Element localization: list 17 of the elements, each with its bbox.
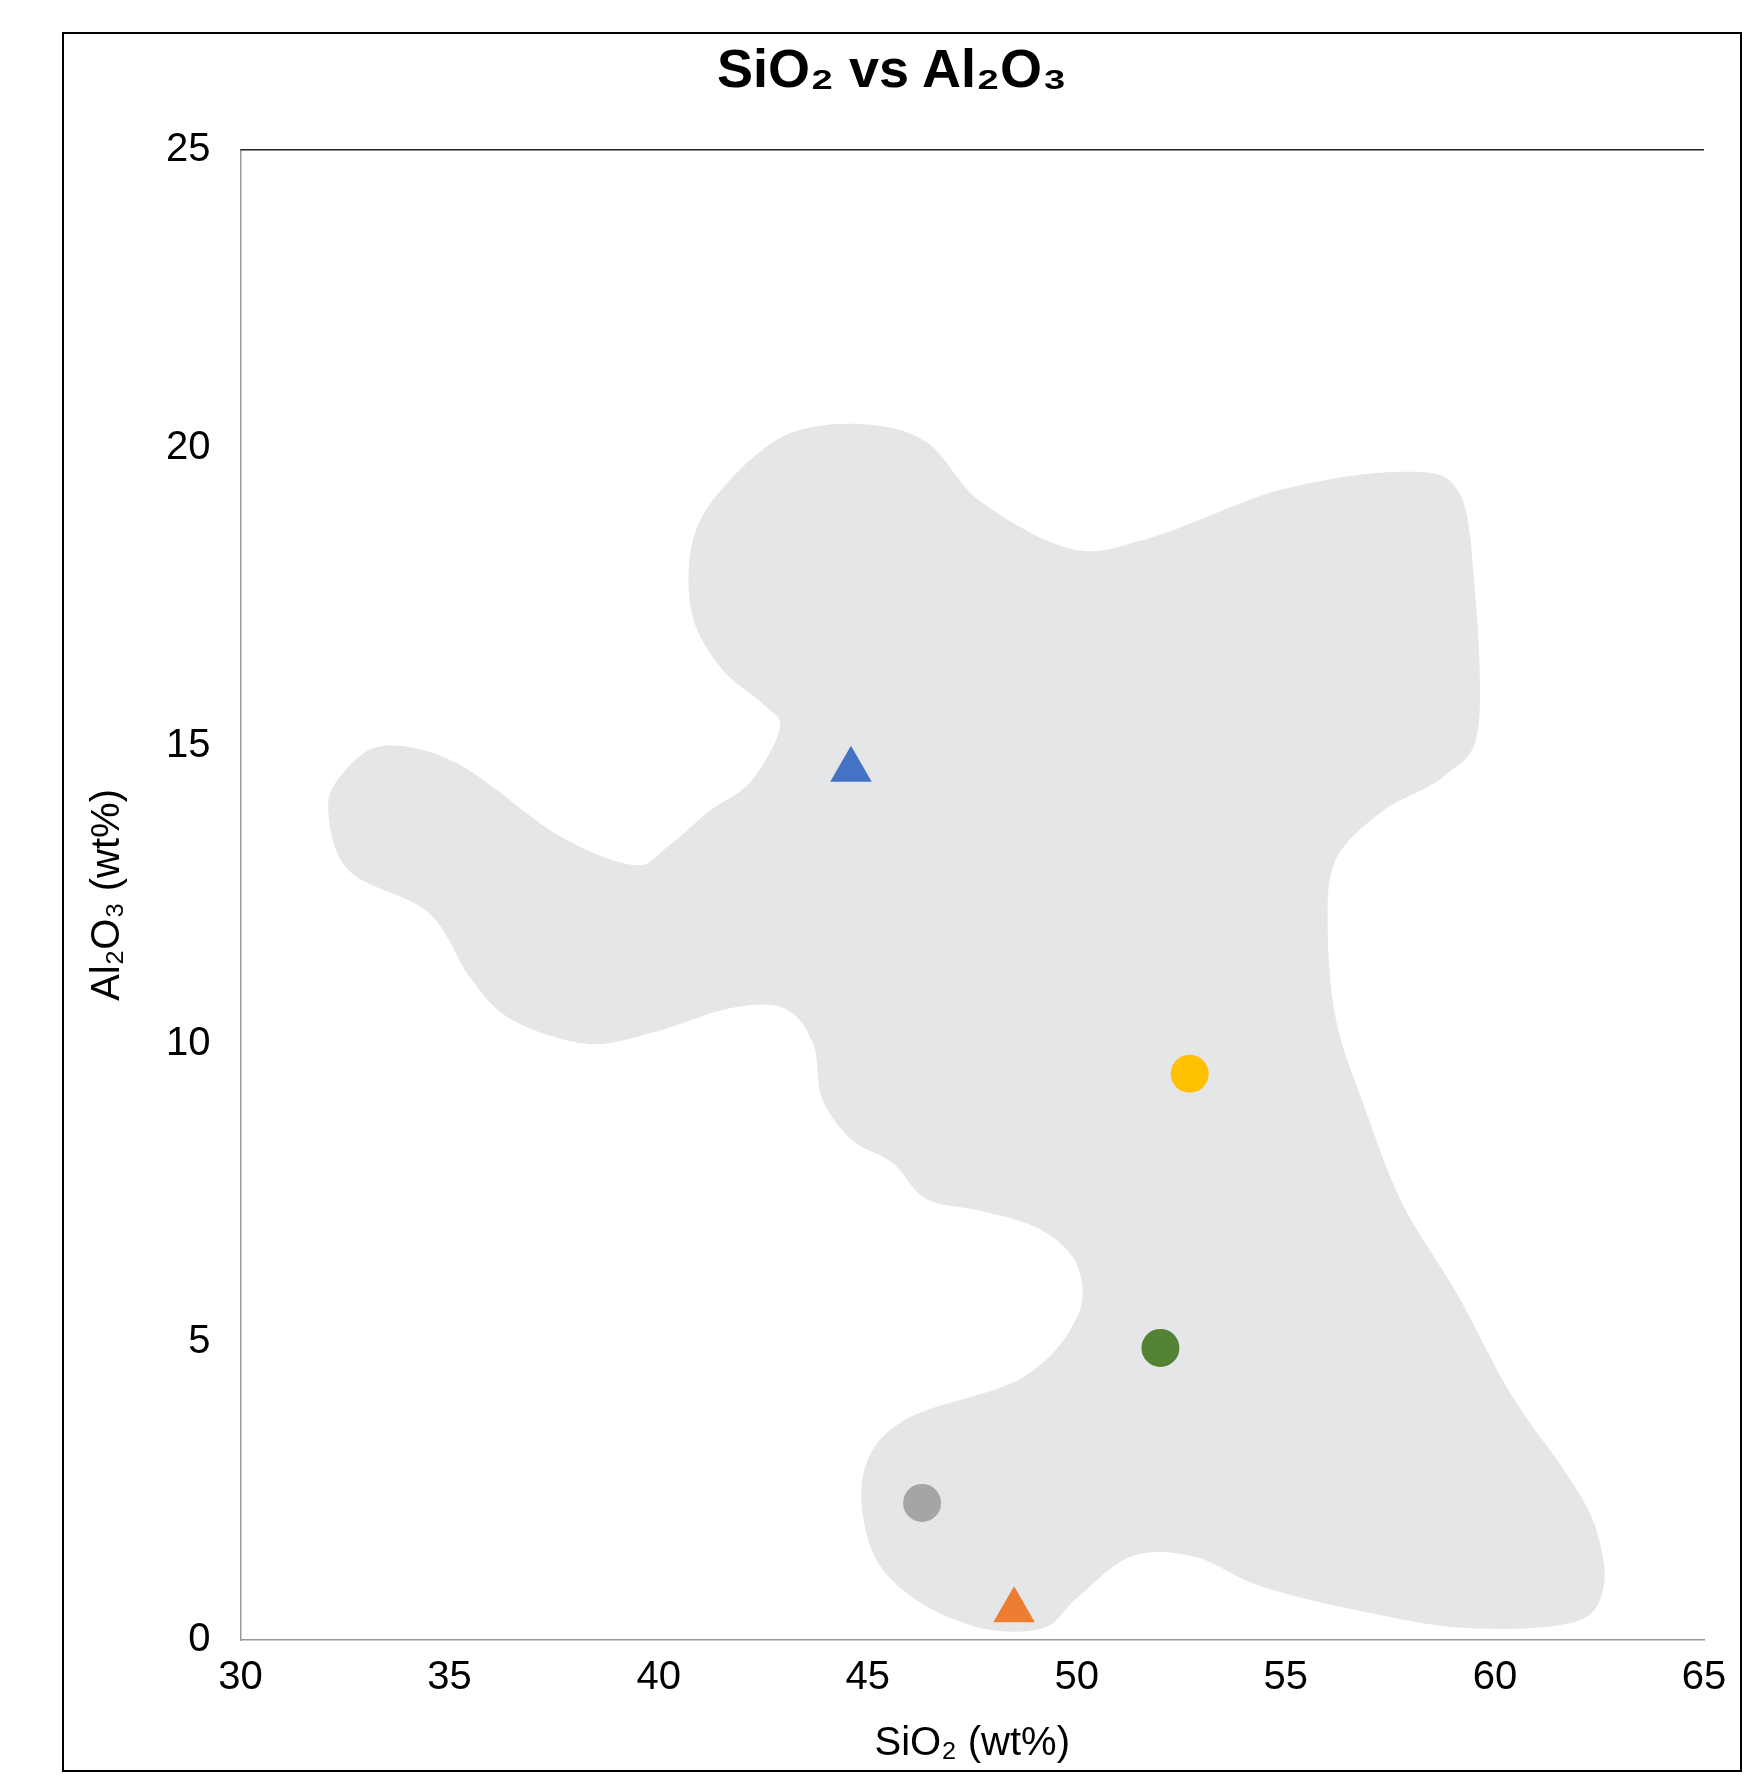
- y-tick-label: 10: [165, 1018, 211, 1063]
- y-tick-label: 25: [165, 124, 211, 169]
- x-tick-label: 45: [845, 1653, 890, 1698]
- x-tick-label: 60: [1472, 1653, 1518, 1698]
- x-tick-label: 40: [636, 1653, 681, 1698]
- y-tick-label: 20: [165, 422, 211, 467]
- x-tick-label: 35: [427, 1653, 472, 1698]
- y-axis-title: Al₂O₃ (wt%): [83, 788, 128, 1001]
- x-axis-title: SiO₂ (wt%): [874, 1719, 1071, 1764]
- chart-title: SiO₂ vs Al₂O₃: [716, 38, 1068, 99]
- x-tick-label: 65: [1681, 1653, 1727, 1698]
- x-tick-label: 50: [1054, 1653, 1100, 1698]
- y-tick-label: 5: [188, 1316, 211, 1361]
- y-tick-label: 0: [188, 1615, 211, 1660]
- y-tick-label: 15: [165, 720, 211, 765]
- x-tick-label: 55: [1263, 1653, 1309, 1698]
- x-tick-label: 30: [218, 1653, 263, 1698]
